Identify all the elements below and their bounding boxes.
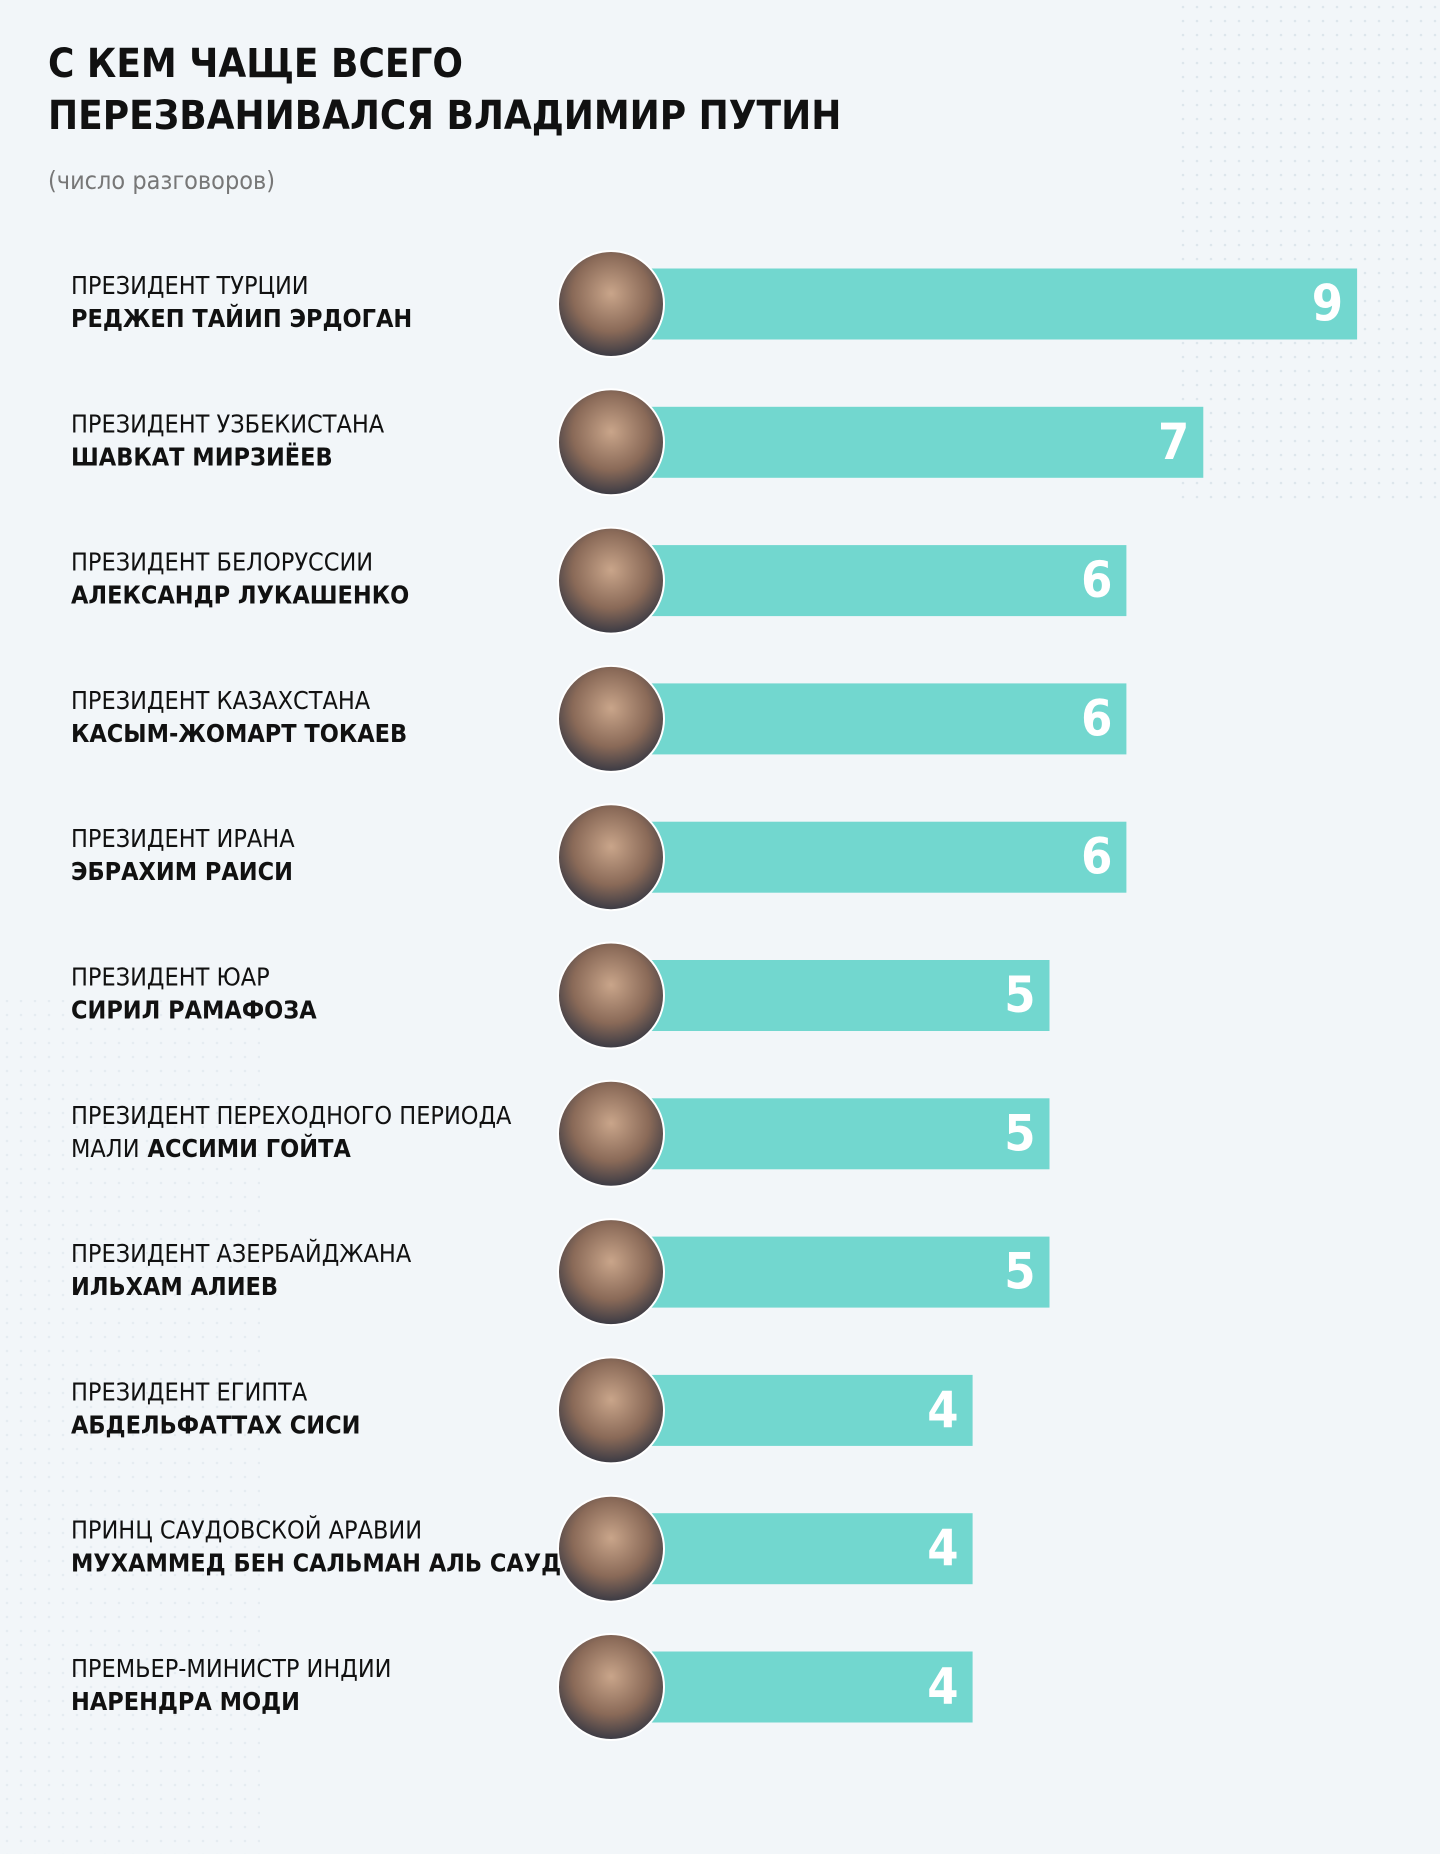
role-label: ПРЕЗИДЕНТ ЕГИПТА — [71, 1377, 308, 1406]
role-label: МАЛИ — [71, 1134, 140, 1163]
leader-name: МУХАММЕД БЕН САЛЬМАН АЛЬ САУД — [71, 1549, 561, 1578]
leader-name: ЭБРАХИМ РАИСИ — [71, 857, 293, 886]
leader-name: РЕДЖЕП ТАЙИП ЭРДОГАН — [71, 304, 412, 333]
bar — [611, 1236, 1050, 1308]
role-label: ПРЕЗИДЕНТ УЗБЕКИСТАНА — [71, 409, 385, 438]
bar — [611, 683, 1127, 755]
background-dots — [0, 1000, 260, 1854]
background-dots — [1180, 0, 1440, 500]
value-label: 5 — [1004, 966, 1035, 1024]
portrait — [557, 803, 665, 912]
leader-name: АБДЕЛЬФАТТАХ СИСИ — [71, 1410, 360, 1439]
bar — [611, 545, 1127, 617]
chart-subtitle: (число разговоров) — [48, 166, 275, 195]
role-label: ПРЕЗИДЕНТ ПЕРЕХОДНОГО ПЕРИОДА — [71, 1101, 512, 1130]
leader-name: КАСЫМ-ЖОМАРТ ТОКАЕВ — [71, 719, 407, 748]
leader-name: НАРЕНДРА МОДИ — [71, 1687, 300, 1716]
role-label: ПРЕЗИДЕНТ ТУРЦИИ — [71, 271, 309, 300]
bar — [611, 406, 1204, 478]
leader-name: АССИМИ ГОЙТА — [148, 1134, 352, 1163]
portrait — [557, 1494, 665, 1603]
role-label: ПРЕЗИДЕНТ КАЗАХСТАНА — [71, 686, 371, 715]
portrait — [557, 1356, 665, 1465]
portrait — [557, 388, 665, 497]
bar — [611, 1098, 1050, 1170]
value-label: 7 — [1158, 413, 1189, 471]
role-label: ПРИНЦ САУДОВСКОЙ АРАВИИ — [71, 1516, 422, 1545]
portrait — [557, 1079, 665, 1188]
role-label: ПРЕЗИДЕНТ БЕЛОРУССИИ — [71, 548, 373, 577]
portrait — [557, 664, 665, 773]
bar — [611, 1651, 973, 1723]
value-label: 6 — [1081, 551, 1112, 609]
bar — [611, 821, 1127, 893]
value-label: 4 — [927, 1381, 958, 1439]
bar — [611, 1513, 973, 1585]
bar — [611, 268, 1358, 340]
value-label: 4 — [927, 1658, 958, 1716]
value-label: 6 — [1081, 828, 1112, 886]
value-label: 5 — [1004, 1104, 1035, 1162]
leader-name: СИРИЛ РАМАФОЗА — [71, 996, 317, 1025]
portrait — [557, 941, 665, 1050]
leader-name: ИЛЬХАМ АЛИЕВ — [71, 1272, 278, 1301]
value-label: 9 — [1312, 275, 1343, 333]
portrait — [557, 1218, 665, 1327]
value-label: 4 — [927, 1519, 958, 1577]
leader-name: АЛЕКСАНДР ЛУКАШЕНКО — [71, 581, 409, 610]
portrait — [557, 526, 665, 635]
value-label: 6 — [1081, 689, 1112, 747]
role-label: ПРЕЗИДЕНТ АЗЕРБАЙДЖАНА — [71, 1239, 412, 1268]
portrait — [557, 250, 665, 358]
portrait — [557, 1633, 665, 1741]
role-label: ПРЕЗИДЕНТ ЮАР — [71, 963, 270, 992]
bar — [611, 1374, 973, 1446]
role-label: ПРЕЗИДЕНТ ИРАНА — [71, 824, 295, 853]
bar — [611, 960, 1050, 1031]
leader-label: МАЛИ АССИМИ ГОЙТА — [71, 1134, 351, 1163]
chart-title: С КЕМ ЧАЩЕ ВСЕГО ПЕРЕЗВАНИВАЛСЯ ВЛАДИМИР … — [48, 41, 841, 139]
leader-name: ШАВКАТ МИРЗИЁЕВ — [71, 441, 333, 471]
value-label: 5 — [1004, 1243, 1035, 1301]
role-label: ПРЕМЬЕР-МИНИСТР ИНДИИ — [71, 1654, 392, 1683]
